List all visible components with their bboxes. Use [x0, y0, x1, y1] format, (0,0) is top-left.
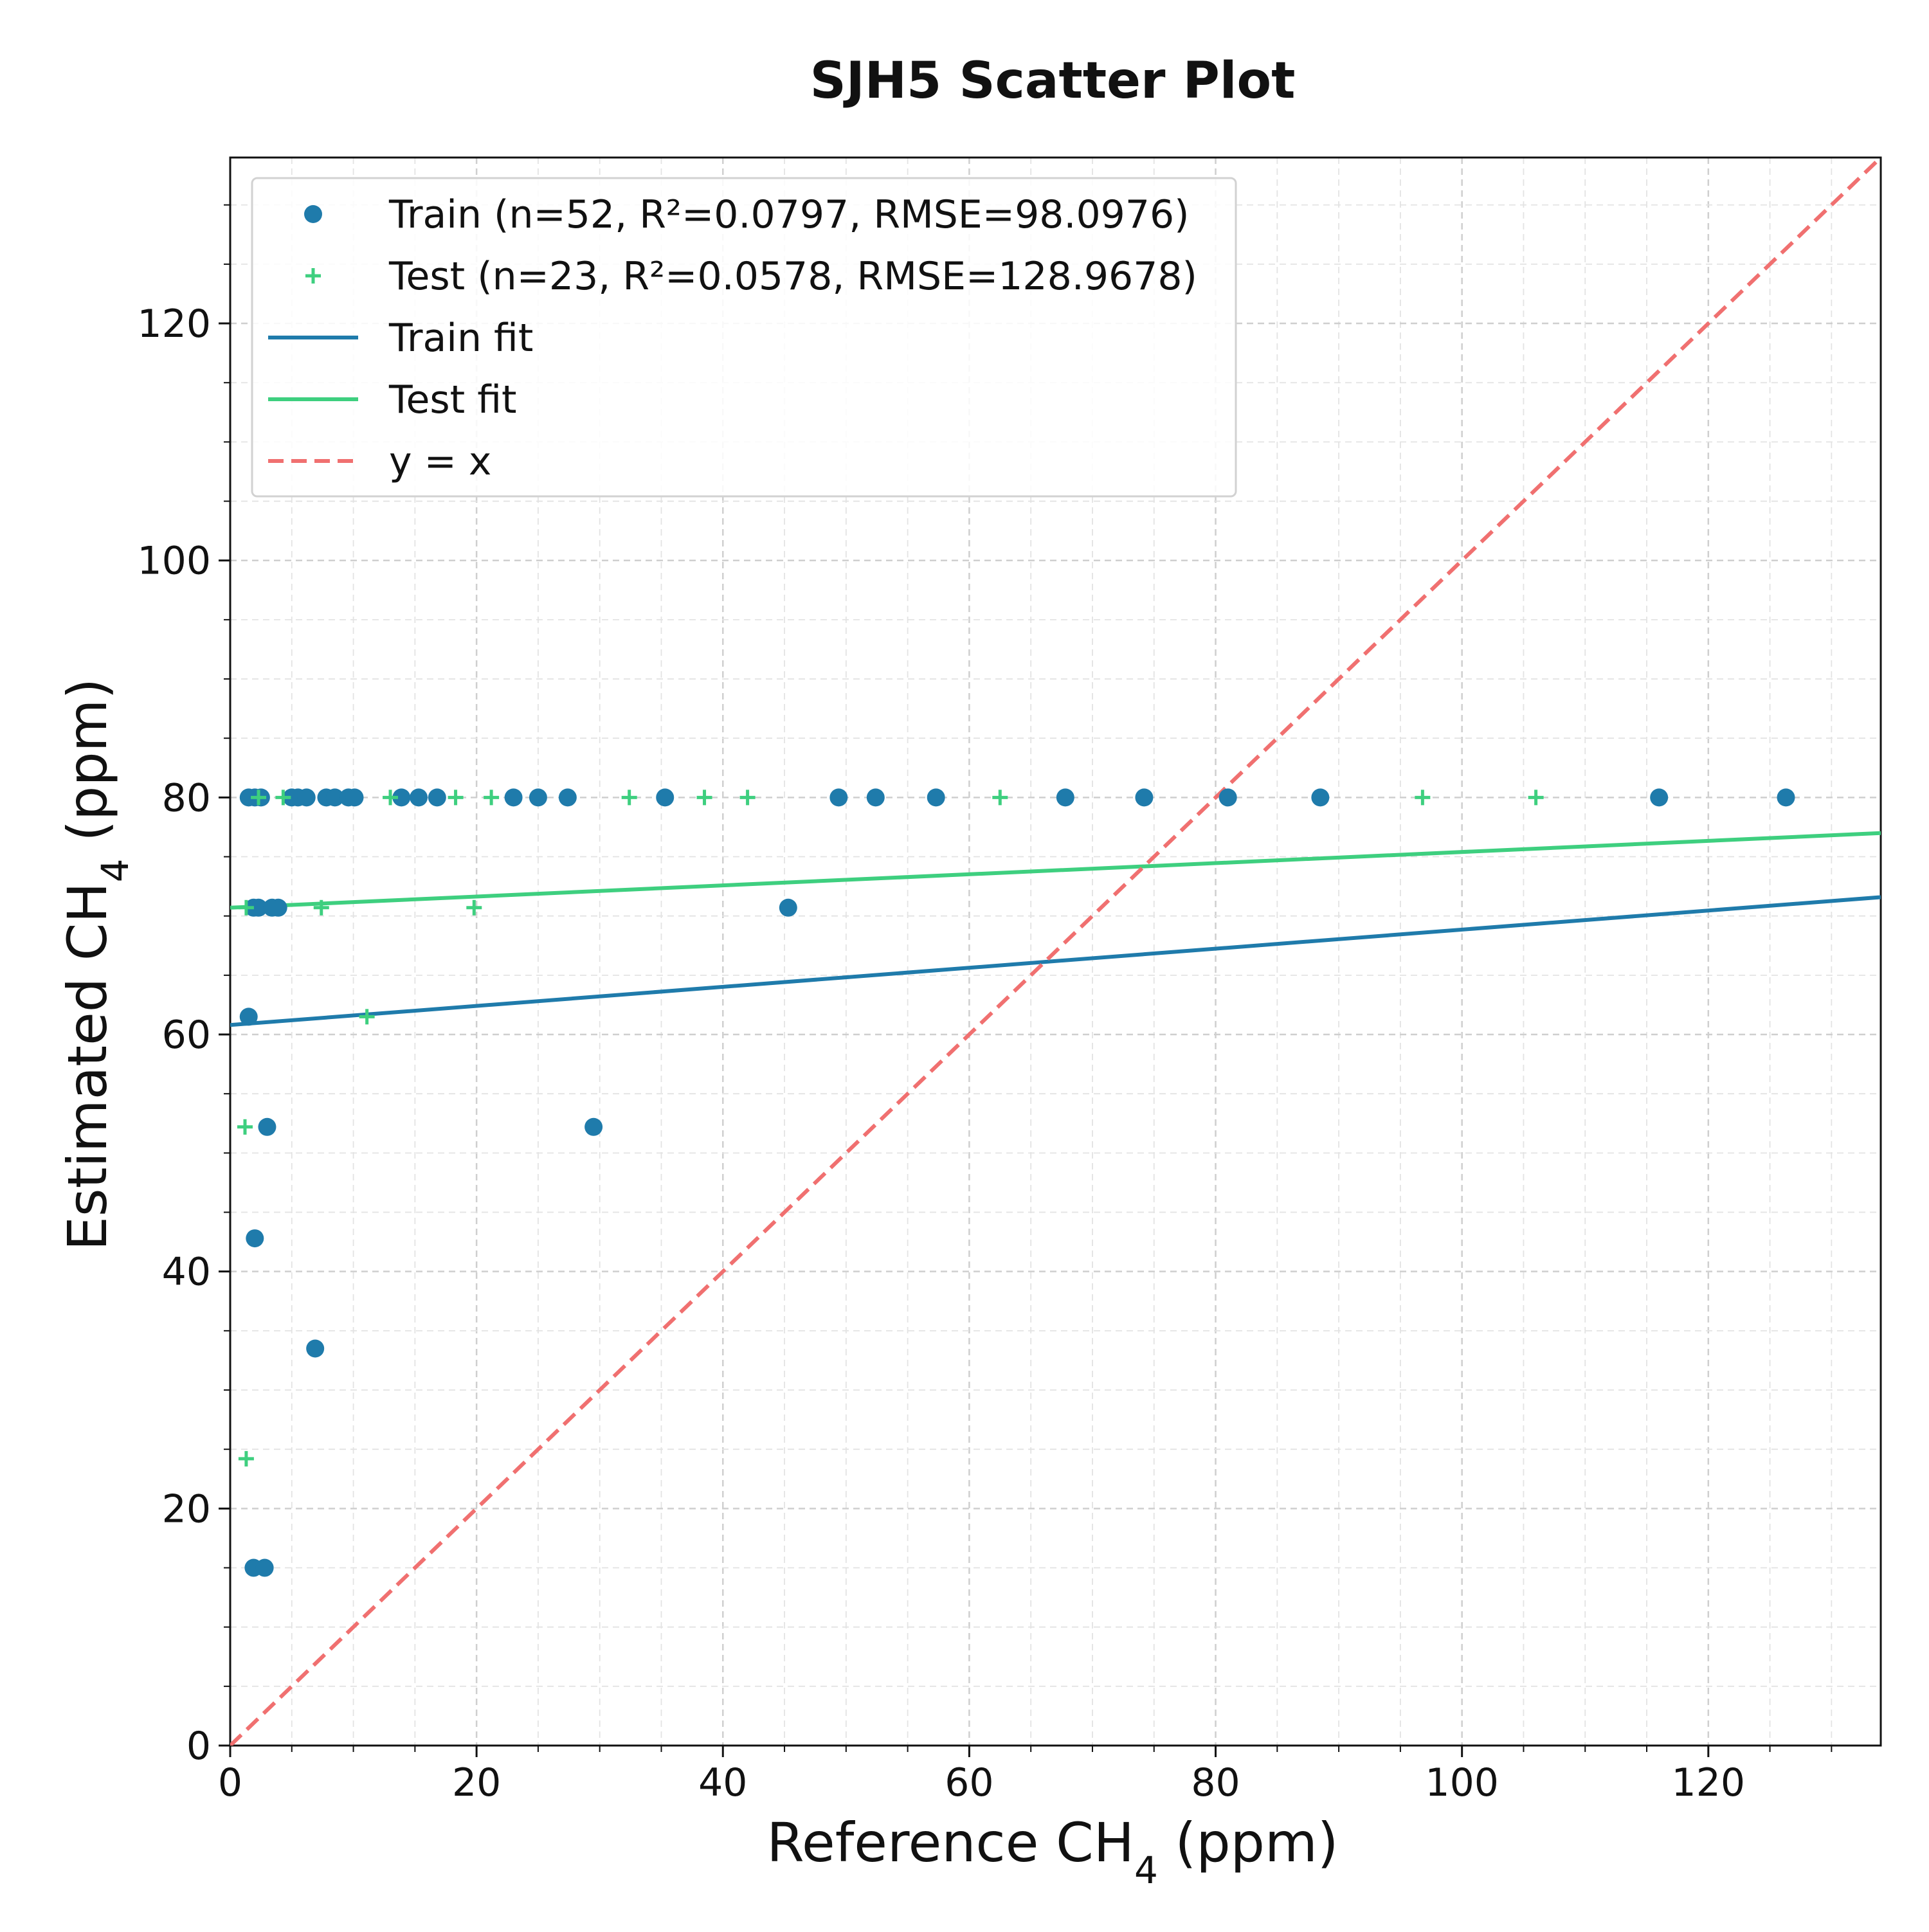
test-point [359, 1009, 375, 1025]
train-point [866, 788, 885, 807]
test-point [484, 790, 500, 806]
train-point [779, 898, 797, 917]
legend-label: Train fit [388, 316, 533, 361]
train-point [1650, 788, 1669, 807]
plot-frame [229, 156, 1882, 1747]
train-point [428, 788, 446, 807]
train-point [269, 898, 287, 917]
test-point [238, 899, 254, 916]
legend-label: Train (n=52, R²=0.0797, RMSE=98.0976) [388, 192, 1190, 237]
train-point [1056, 788, 1074, 807]
legend-entry: y = x [268, 439, 491, 484]
train-point [558, 788, 577, 807]
train-point [529, 788, 547, 807]
test-point [1415, 790, 1431, 806]
test-point [448, 790, 464, 806]
train-point [255, 1558, 274, 1577]
x-tick-label: 20 [452, 1760, 501, 1805]
test-point [251, 790, 267, 806]
y-tick-label: 0 [186, 1724, 211, 1769]
x-tick-label: 80 [1191, 1760, 1240, 1805]
test-point [238, 1450, 254, 1467]
train-point [1777, 788, 1795, 807]
test-point [275, 790, 291, 806]
test-point [621, 790, 637, 806]
test-point [696, 790, 712, 806]
x-tick-label: 0 [218, 1760, 242, 1805]
train-point [297, 788, 316, 807]
axes: 0 20 40 60 80 100 120 0 20 40 60 80 100 120 [137, 156, 1882, 1805]
train-point [1135, 788, 1154, 807]
identity-line [230, 158, 1881, 1746]
test-point [466, 899, 482, 916]
legend-entry: Train (n=52, R²=0.0797, RMSE=98.0976) [304, 192, 1190, 237]
legend-entry: Test fit [268, 377, 517, 422]
x-tick-label: 60 [945, 1760, 993, 1805]
train-point [325, 788, 344, 807]
legend-label: Test (n=23, R²=0.0578, RMSE=128.9678) [388, 254, 1197, 299]
train-point [410, 788, 428, 807]
train-point [258, 1117, 276, 1136]
x-tick-label: 40 [698, 1760, 747, 1805]
test-point [739, 790, 756, 806]
legend-box [251, 177, 1237, 498]
y-tick-label: 60 [162, 1013, 211, 1058]
chart-title: SJH5 Scatter Plot [810, 52, 1296, 110]
y-tick-label: 80 [162, 775, 211, 820]
y-axis-label: Estimated CH4 (ppm) [56, 678, 137, 1251]
legend-train-marker [304, 205, 322, 223]
x-tick-label: 120 [1672, 1760, 1746, 1805]
y-tick-label: 20 [162, 1486, 211, 1531]
train-point [1218, 788, 1237, 807]
test-point [1528, 790, 1544, 806]
train-point [345, 788, 364, 807]
train-fit-line [230, 895, 1881, 1027]
y-tick-label: 40 [162, 1250, 211, 1295]
y-tick-label: 100 [137, 539, 211, 584]
legend-label: y = x [389, 439, 491, 484]
x-axis-label: Reference CH4 (ppm) [766, 1811, 1338, 1892]
train-point [239, 1007, 258, 1026]
test-point [383, 790, 399, 806]
test-point [992, 790, 1008, 806]
data-points [237, 788, 1795, 1577]
train-point [656, 788, 675, 807]
legend-test-marker [305, 268, 321, 284]
test-fit-line [230, 831, 1881, 910]
train-point [927, 788, 945, 807]
train-point [829, 788, 848, 807]
train-point [1311, 788, 1330, 807]
train-point [246, 1229, 264, 1248]
train-point [249, 898, 268, 917]
legend-entry: Test (n=23, R²=0.0578, RMSE=128.9678) [305, 254, 1197, 299]
train-point [392, 788, 411, 807]
fit-lines [230, 158, 1881, 1746]
y-tick-label: 120 [137, 302, 211, 347]
train-point [504, 788, 523, 807]
legend-entry: Train fit [268, 316, 533, 361]
legend-label: Test fit [388, 377, 517, 422]
train-point [306, 1339, 325, 1358]
x-tick-label: 100 [1425, 1760, 1499, 1805]
test-point [237, 1119, 253, 1135]
legend: Train (n=52, R²=0.0797, RMSE=98.0976) Tes… [251, 177, 1237, 498]
test-point [313, 899, 329, 916]
train-point [584, 1117, 603, 1136]
